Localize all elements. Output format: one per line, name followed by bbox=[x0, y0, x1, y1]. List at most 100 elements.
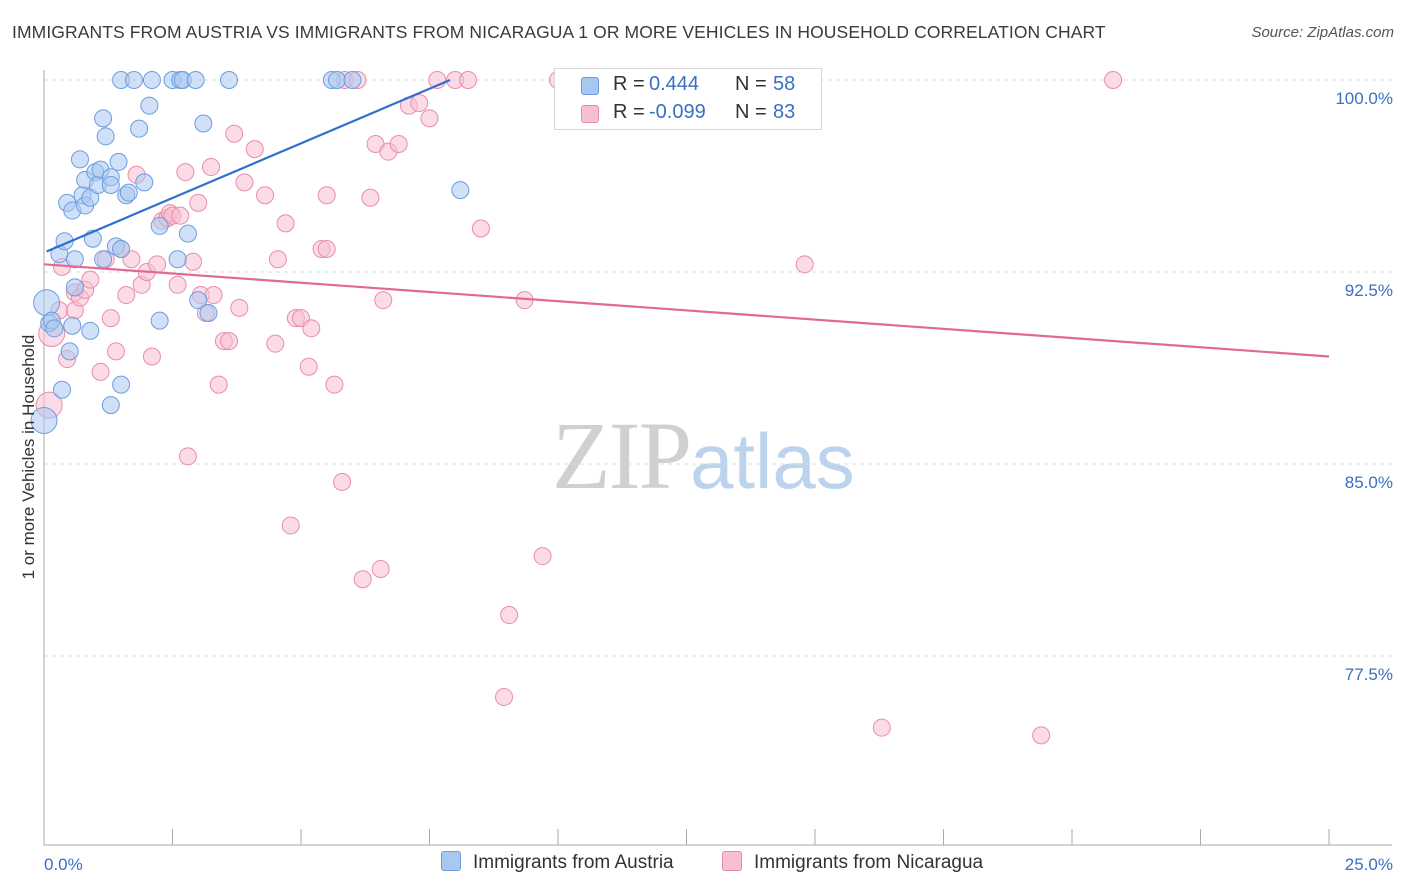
nicaragua-point bbox=[91, 362, 110, 381]
austria-swatch bbox=[581, 77, 599, 95]
nicaragua-trend-line bbox=[43, 263, 1330, 358]
austria-point bbox=[327, 71, 346, 89]
y-tick-label: 100.0% bbox=[1335, 89, 1393, 108]
austria-point bbox=[52, 380, 71, 399]
austria-point bbox=[140, 96, 159, 115]
austria-point bbox=[94, 109, 113, 128]
nicaragua-point bbox=[795, 255, 814, 274]
nicaragua-swatch bbox=[581, 105, 599, 123]
austria-point bbox=[186, 71, 205, 89]
nicaragua-point bbox=[374, 291, 393, 310]
y-axis-tick-labels: 77.5% 85.0% 92.5% 100.0% bbox=[1335, 89, 1393, 684]
nicaragua-point bbox=[872, 718, 891, 737]
nicaragua-point bbox=[420, 109, 439, 128]
austria-point bbox=[451, 181, 470, 200]
nicaragua-point bbox=[495, 687, 514, 706]
nicaragua-point bbox=[189, 193, 208, 212]
nicaragua-point bbox=[325, 375, 344, 394]
nicaragua-point bbox=[204, 286, 223, 305]
austria-point bbox=[119, 183, 138, 202]
austria-point bbox=[150, 311, 169, 330]
austria-point bbox=[94, 250, 113, 269]
austria-point bbox=[124, 71, 143, 89]
n-label: N = bbox=[735, 101, 767, 123]
austria-point bbox=[30, 406, 58, 434]
stats-legend: R = 0.444 N = 58 R = -0.099 N = 83 bbox=[554, 68, 822, 130]
nicaragua-point bbox=[317, 186, 336, 205]
nicaragua-point bbox=[168, 275, 187, 294]
nicaragua-point bbox=[209, 375, 228, 394]
austria-point bbox=[194, 114, 213, 133]
nicaragua-point bbox=[235, 173, 254, 192]
nicaragua-point bbox=[410, 94, 429, 113]
nicaragua-point bbox=[268, 250, 287, 269]
nicaragua-point bbox=[500, 606, 519, 625]
nicaragua-point bbox=[220, 332, 239, 351]
austria-points bbox=[30, 71, 470, 434]
austria-legend-swatch bbox=[441, 851, 461, 871]
austria-point bbox=[96, 127, 115, 146]
austria-point bbox=[101, 175, 120, 194]
r-label: R = bbox=[613, 101, 645, 123]
x-tick-label-min: 0.0% bbox=[44, 855, 83, 874]
nicaragua-point bbox=[1104, 71, 1123, 89]
watermark-zip: ZIP bbox=[552, 402, 692, 509]
legend-item-austria[interactable]: Immigrants from Austria bbox=[441, 851, 674, 874]
austria-r-value: 0.444 bbox=[649, 73, 700, 95]
nicaragua-point bbox=[361, 188, 380, 207]
nicaragua-point bbox=[225, 124, 244, 143]
nicaragua-point bbox=[1032, 726, 1051, 745]
nicaragua-point bbox=[533, 547, 552, 566]
austria-point bbox=[142, 71, 161, 89]
watermark-atlas: atlas bbox=[690, 417, 855, 505]
watermark: ZIPatlas bbox=[552, 400, 855, 511]
nicaragua-point bbox=[176, 163, 195, 182]
source-attribution: Source: ZipAtlas.com bbox=[1251, 24, 1394, 41]
r-label: R = bbox=[613, 73, 645, 95]
nicaragua-point bbox=[117, 286, 136, 305]
y-tick-label: 92.5% bbox=[1345, 281, 1393, 300]
nicaragua-point bbox=[106, 342, 125, 361]
austria-legend-label: Immigrants from Austria bbox=[473, 852, 674, 873]
nicaragua-r-value: -0.099 bbox=[649, 101, 706, 123]
legend-row-austria: R = 0.444 N = 58 bbox=[555, 73, 821, 99]
axes bbox=[43, 70, 1392, 846]
nicaragua-point bbox=[276, 214, 295, 233]
austria-n-value: 58 bbox=[773, 73, 796, 95]
austria-point bbox=[65, 250, 84, 269]
nicaragua-point bbox=[148, 255, 167, 274]
nicaragua-point bbox=[333, 472, 352, 491]
nicaragua-n-value: 83 bbox=[773, 101, 796, 123]
nicaragua-point bbox=[389, 135, 408, 153]
nicaragua-point bbox=[353, 570, 372, 589]
nicaragua-point bbox=[371, 559, 390, 578]
nicaragua-point bbox=[245, 140, 264, 159]
trend-lines bbox=[43, 78, 1330, 358]
austria-point bbox=[60, 342, 79, 361]
legend-item-nicaragua[interactable]: Immigrants from Nicaragua bbox=[722, 851, 983, 874]
austria-point bbox=[343, 71, 362, 89]
nicaragua-point bbox=[184, 252, 203, 271]
y-tick-label: 85.0% bbox=[1345, 473, 1393, 492]
nicaragua-point bbox=[317, 239, 336, 258]
nicaragua-point bbox=[302, 319, 321, 338]
austria-point bbox=[130, 119, 149, 138]
austria-trend-line bbox=[46, 78, 451, 253]
austria-point bbox=[70, 150, 89, 169]
nicaragua-point bbox=[81, 270, 100, 289]
austria-point bbox=[63, 316, 82, 335]
austria-point bbox=[101, 396, 120, 415]
n-label: N = bbox=[735, 73, 767, 95]
austria-point bbox=[65, 278, 84, 297]
austria-point bbox=[109, 152, 128, 171]
nicaragua-point bbox=[230, 298, 249, 317]
nicaragua-point bbox=[266, 334, 285, 353]
nicaragua-point bbox=[178, 447, 197, 466]
austria-point bbox=[112, 239, 131, 258]
x-axis-ticks bbox=[43, 829, 1330, 845]
nicaragua-point bbox=[471, 219, 490, 238]
nicaragua-point bbox=[101, 309, 120, 328]
y-axis-label: 1 or more Vehicles in Household bbox=[19, 335, 38, 580]
austria-point bbox=[178, 224, 197, 243]
nicaragua-point bbox=[202, 158, 221, 177]
